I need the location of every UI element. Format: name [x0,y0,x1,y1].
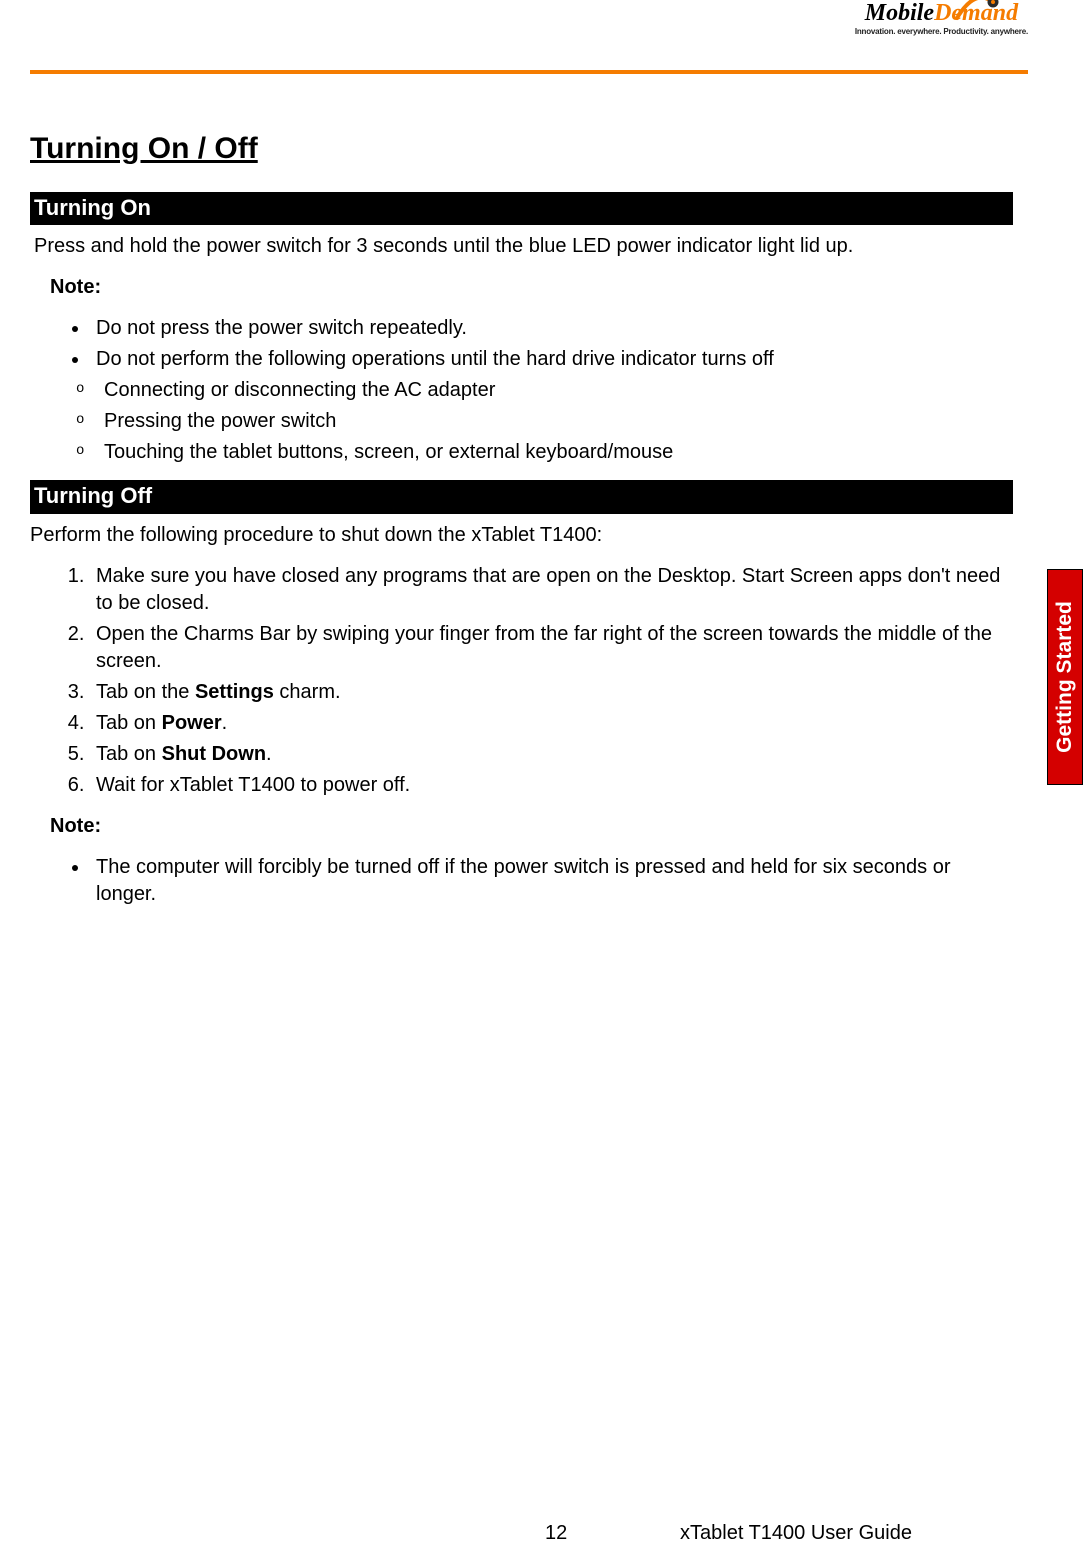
step-item: Wait for xTablet T1400 to power off. [90,772,1013,799]
section-heading-turning-on: Turning On [30,192,1013,226]
turning-off-notes-list: The computer will forcibly be turned off… [90,854,1013,908]
logo-swoosh-icon [955,0,1003,22]
sub-list-text: Pressing the power switch [104,408,336,435]
turning-off-steps: Make sure you have closed any programs t… [90,563,1013,799]
step-pre: Tab on [96,743,162,765]
step-pre: Tab on [96,712,162,734]
footer-page-number: 12 [545,1522,567,1545]
list-item: Do not press the power switch repeatedly… [90,315,1013,342]
step-bold: Power [162,712,222,734]
list-item: Do not perform the following operations … [90,346,1013,466]
turning-on-body: Press and hold the power switch for 3 se… [34,233,1013,260]
step-bold: Shut Down [162,743,266,765]
step-post: charm. [274,681,341,703]
document-page: MobileDemand Innovation. everywhere. Pro… [0,0,1083,1564]
logo-tagline: Innovation. everywhere. Productivity. an… [855,27,1028,36]
logo-text-mobile: Mobile [865,0,934,27]
sub-list-item: Pressing the power switch [76,408,1013,435]
page-title: Turning On / Off [30,129,1013,170]
step-item: Make sure you have closed any programs t… [90,563,1013,617]
step-text: Open the Charms Bar by swiping your fing… [96,623,992,672]
turning-off-body: Perform the following procedure to shut … [30,522,1013,549]
footer-doc-title: xTablet T1400 User Guide [680,1522,912,1545]
step-item: Tab on Shut Down. [90,741,1013,768]
step-text: Wait for xTablet T1400 to power off. [96,774,410,796]
page-content: Turning On / Off Turning On Press and ho… [0,74,1083,908]
step-item: Open the Charms Bar by swiping your fing… [90,621,1013,675]
sub-list-item: Touching the tablet buttons, screen, or … [76,439,1013,466]
turning-on-notes-list: Do not press the power switch repeatedly… [90,315,1013,466]
sub-list: Connecting or disconnecting the AC adapt… [76,377,1013,466]
side-tab-label: Getting Started [1053,601,1077,753]
sub-list-text: Touching the tablet buttons, screen, or … [104,439,673,466]
sub-list-item: Connecting or disconnecting the AC adapt… [76,377,1013,404]
step-post: . [222,712,228,734]
step-text: Make sure you have closed any programs t… [96,565,1000,614]
chapter-side-tab: Getting Started [1047,569,1083,785]
section-heading-turning-off: Turning Off [30,480,1013,514]
page-header: MobileDemand Innovation. everywhere. Pro… [0,0,1083,70]
step-item: Tab on the Settings charm. [90,679,1013,706]
note-label-on: Note: [50,274,1013,301]
step-post: . [266,743,272,765]
note-label-off: Note: [50,813,1013,840]
step-pre: Tab on the [96,681,195,703]
step-bold: Settings [195,681,274,703]
list-item-text: Do not perform the following operations … [96,348,774,370]
brand-logo: MobileDemand Innovation. everywhere. Pro… [855,0,1028,36]
sub-list-text: Connecting or disconnecting the AC adapt… [104,377,495,404]
list-item: The computer will forcibly be turned off… [90,854,1013,908]
step-item: Tab on Power. [90,710,1013,737]
